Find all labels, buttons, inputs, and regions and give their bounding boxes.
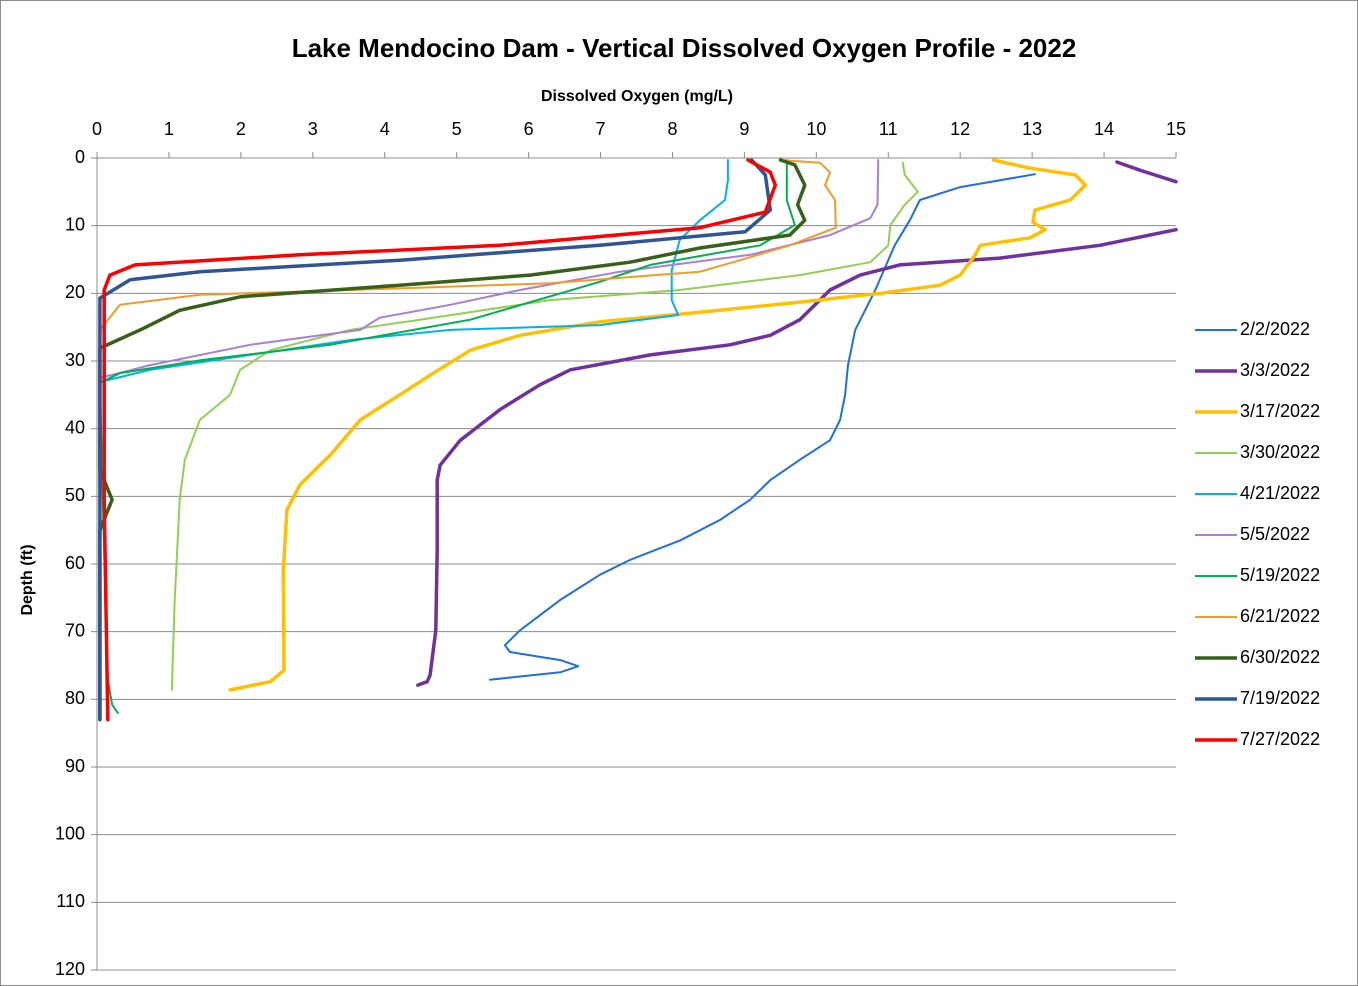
series-line [228,158,1088,692]
y-tick-label: 50 [65,485,85,505]
x-tick-label: 3 [308,119,318,139]
series-line [102,158,778,722]
y-tick-label: 120 [55,959,85,979]
x-tick-label: 2 [236,119,246,139]
x-tick-label: 1 [164,119,174,139]
y-tick-label: 80 [65,688,85,708]
y-tick-label: 90 [65,756,85,776]
legend-label: 3/17/2022 [1240,401,1320,421]
series-line [488,173,1036,681]
y-tick-label: 100 [55,823,85,843]
legend-label: 6/21/2022 [1240,606,1320,626]
x-axis-title: Dissolved Oxygen (mg/L) [541,88,733,105]
legend-label: 6/30/2022 [1240,647,1320,667]
legend-label: 4/21/2022 [1240,483,1320,503]
y-tick-label: 60 [65,553,85,573]
series-line [98,159,880,379]
y-tick-label: 10 [65,214,85,234]
x-tick-label: 6 [524,119,534,139]
x-tick-label: 15 [1166,119,1186,139]
chart-title: Lake Mendocino Dam - Vertical Dissolved … [292,33,1077,63]
series-line [98,159,837,331]
legend-label: 5/5/2022 [1240,524,1310,544]
series-line [98,158,807,722]
x-tick-label: 8 [667,119,677,139]
x-tick-label: 12 [950,119,970,139]
legend-label: 3/3/2022 [1240,360,1310,380]
x-tick-label: 10 [806,119,826,139]
y-tick-label: 0 [75,147,85,167]
y-tick-label: 30 [65,350,85,370]
series-line [170,161,919,691]
legend-label: 7/19/2022 [1240,688,1320,708]
x-tick-label: 5 [452,119,462,139]
x-tick-label: 0 [92,119,102,139]
series-line [98,158,773,722]
legend-label: 7/27/2022 [1240,729,1320,749]
y-tick-label: 40 [65,417,85,437]
series-line [416,160,1178,687]
y-tick-label: 70 [65,620,85,640]
y-tick-label: 110 [56,891,85,911]
x-tick-label: 7 [596,119,606,139]
legend-label: 2/2/2022 [1240,319,1310,339]
y-tick-label: 20 [65,282,85,302]
legend-label: 3/30/2022 [1240,442,1320,462]
x-tick-label: 14 [1094,119,1114,139]
x-tick-label: 11 [879,119,898,139]
y-axis-title: Depth (ft) [19,544,36,615]
legend-label: 5/19/2022 [1240,565,1320,585]
x-tick-label: 4 [380,119,390,139]
x-tick-label: 9 [739,119,749,139]
x-tick-label: 13 [1022,119,1042,139]
